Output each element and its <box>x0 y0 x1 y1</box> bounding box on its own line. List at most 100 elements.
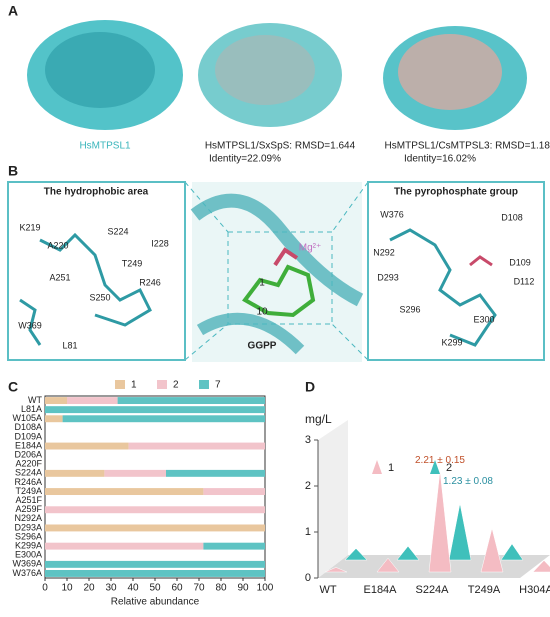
caption: HsMTPSL1/CsMTPSL3: RMSD=1.183 <box>385 141 550 152</box>
structure-label: 1 <box>259 278 265 289</box>
x-tick-label: 40 <box>127 583 139 594</box>
structure-label: GGPP <box>248 341 277 352</box>
bar-segment <box>117 397 265 405</box>
value-label: 1.23 ± 0.08 <box>443 476 493 487</box>
x-tick-label: 20 <box>83 583 95 594</box>
bar-segment <box>104 469 166 477</box>
y-tick-label: A251F <box>15 495 42 505</box>
production-chart: mg/L 0 1 2 3 1.23 ± 0.08 2.21 ± 0.15 WT E184A S22… <box>305 412 550 596</box>
bar-segment <box>166 469 265 477</box>
value-label: 2.21 ± 0.15 <box>415 455 465 466</box>
residue-label: N292 <box>373 247 395 257</box>
bar-segment <box>45 415 63 423</box>
y-tick-label: WT <box>28 395 42 405</box>
structure-label: 10 <box>256 307 268 318</box>
legend-swatch <box>430 460 440 474</box>
y-tick-label: A220F <box>15 459 42 469</box>
legend-label: 1 <box>131 380 137 391</box>
bar-segment <box>45 397 67 405</box>
structure-label: Mg²⁺ <box>299 243 322 254</box>
cone <box>480 528 504 573</box>
bar-segment <box>128 442 265 450</box>
x-tick-label: 30 <box>105 583 117 594</box>
y-tick-label: R246A <box>14 477 42 487</box>
x-tick-label: H304A <box>519 584 550 596</box>
y-tick-label: 0 <box>305 572 311 584</box>
cone <box>324 567 348 573</box>
panel-letter: D <box>305 379 315 395</box>
residue-label: W369 <box>18 320 42 330</box>
y-tick-label: 2 <box>305 480 311 492</box>
residue-label: I228 <box>151 238 169 248</box>
residue-label: S296 <box>399 304 420 314</box>
bar-segment <box>62 415 265 423</box>
plot-frame <box>44 395 266 579</box>
legend-swatch <box>372 460 382 474</box>
bar-segment <box>45 524 265 532</box>
cone <box>376 557 400 573</box>
x-tick-label: 80 <box>215 583 227 594</box>
identity: Identity=16.02% <box>404 154 476 165</box>
residue-label: K299 <box>441 337 462 347</box>
bar-segment <box>45 442 129 450</box>
inset-title: The pyrophosphate group <box>394 187 518 198</box>
panel-letter: A <box>8 3 18 19</box>
legend-swatch <box>199 380 209 389</box>
cone <box>500 543 524 561</box>
residue-label: K219 <box>19 222 40 232</box>
cone <box>428 470 452 573</box>
binding-site-views <box>7 181 545 362</box>
residue-label: E300 <box>473 314 494 324</box>
residue-label: A251 <box>49 272 70 282</box>
legend-label: 2 <box>173 380 179 391</box>
x-tick-label: 100 <box>257 583 274 594</box>
residue-label: D109 <box>509 257 531 267</box>
y-tick-label: D293A <box>14 522 42 532</box>
legend-label: 7 <box>215 380 221 391</box>
y-tick-label: 1 <box>305 526 311 538</box>
residue-label: W376 <box>380 209 404 219</box>
y-tick-label: W376A <box>12 568 42 578</box>
residue-labels: K219 A220 S224 I228 A251 T249 R246 S250 W369 L81 W… <box>18 209 534 351</box>
residue-label: D112 <box>514 276 535 286</box>
bar-segment <box>203 488 265 496</box>
bar-segment <box>45 560 265 568</box>
x-tick-label: T249A <box>468 584 501 596</box>
caption: HsMTPSL1/SxSpS: RMSD=1.644 <box>205 141 356 152</box>
residue-label: S224 <box>107 226 128 236</box>
y-tick-label: W369A <box>12 559 42 569</box>
y-tick-label: E300A <box>15 550 42 560</box>
bar-segment <box>45 542 204 550</box>
abundance-chart: 0 10 20 30 40 50 60 70 80 90 100 Relative abundance… <box>12 380 273 608</box>
panel-letter: B <box>8 163 18 179</box>
legend-swatch <box>115 380 125 389</box>
y-tick-label: D206A <box>14 450 42 460</box>
residue-label: S250 <box>89 292 110 302</box>
x-tick-label: 60 <box>171 583 183 594</box>
cone <box>396 545 420 561</box>
bar-segment <box>45 406 265 414</box>
bar-segment <box>45 569 265 577</box>
residue-label: D108 <box>501 212 523 222</box>
y-tick-label: S224A <box>15 468 42 478</box>
y-tick-label: T249A <box>15 486 42 496</box>
x-tick-label: 0 <box>42 583 48 594</box>
residue-label: R246 <box>139 277 161 287</box>
y-tick-label: S296A <box>15 531 42 541</box>
y-tick-label: K299A <box>15 541 42 551</box>
legend-swatch <box>157 380 167 389</box>
x-tick-label: 70 <box>193 583 205 594</box>
y-tick-label: D108A <box>14 422 42 432</box>
y-tick-label: 3 <box>305 434 311 446</box>
residue-label: A220 <box>47 240 68 250</box>
protein-structures <box>27 20 527 130</box>
y-tick-label: A259F <box>15 504 42 514</box>
caption: HsMTPSL1 <box>79 141 131 152</box>
bar-segment <box>45 488 204 496</box>
bar-segment <box>203 542 265 550</box>
inset-title: The hydrophobic area <box>44 187 149 198</box>
y-tick-label: D109A <box>14 431 42 441</box>
x-axis-label: Relative abundance <box>111 597 200 608</box>
y-tick-label: E184A <box>15 440 42 450</box>
